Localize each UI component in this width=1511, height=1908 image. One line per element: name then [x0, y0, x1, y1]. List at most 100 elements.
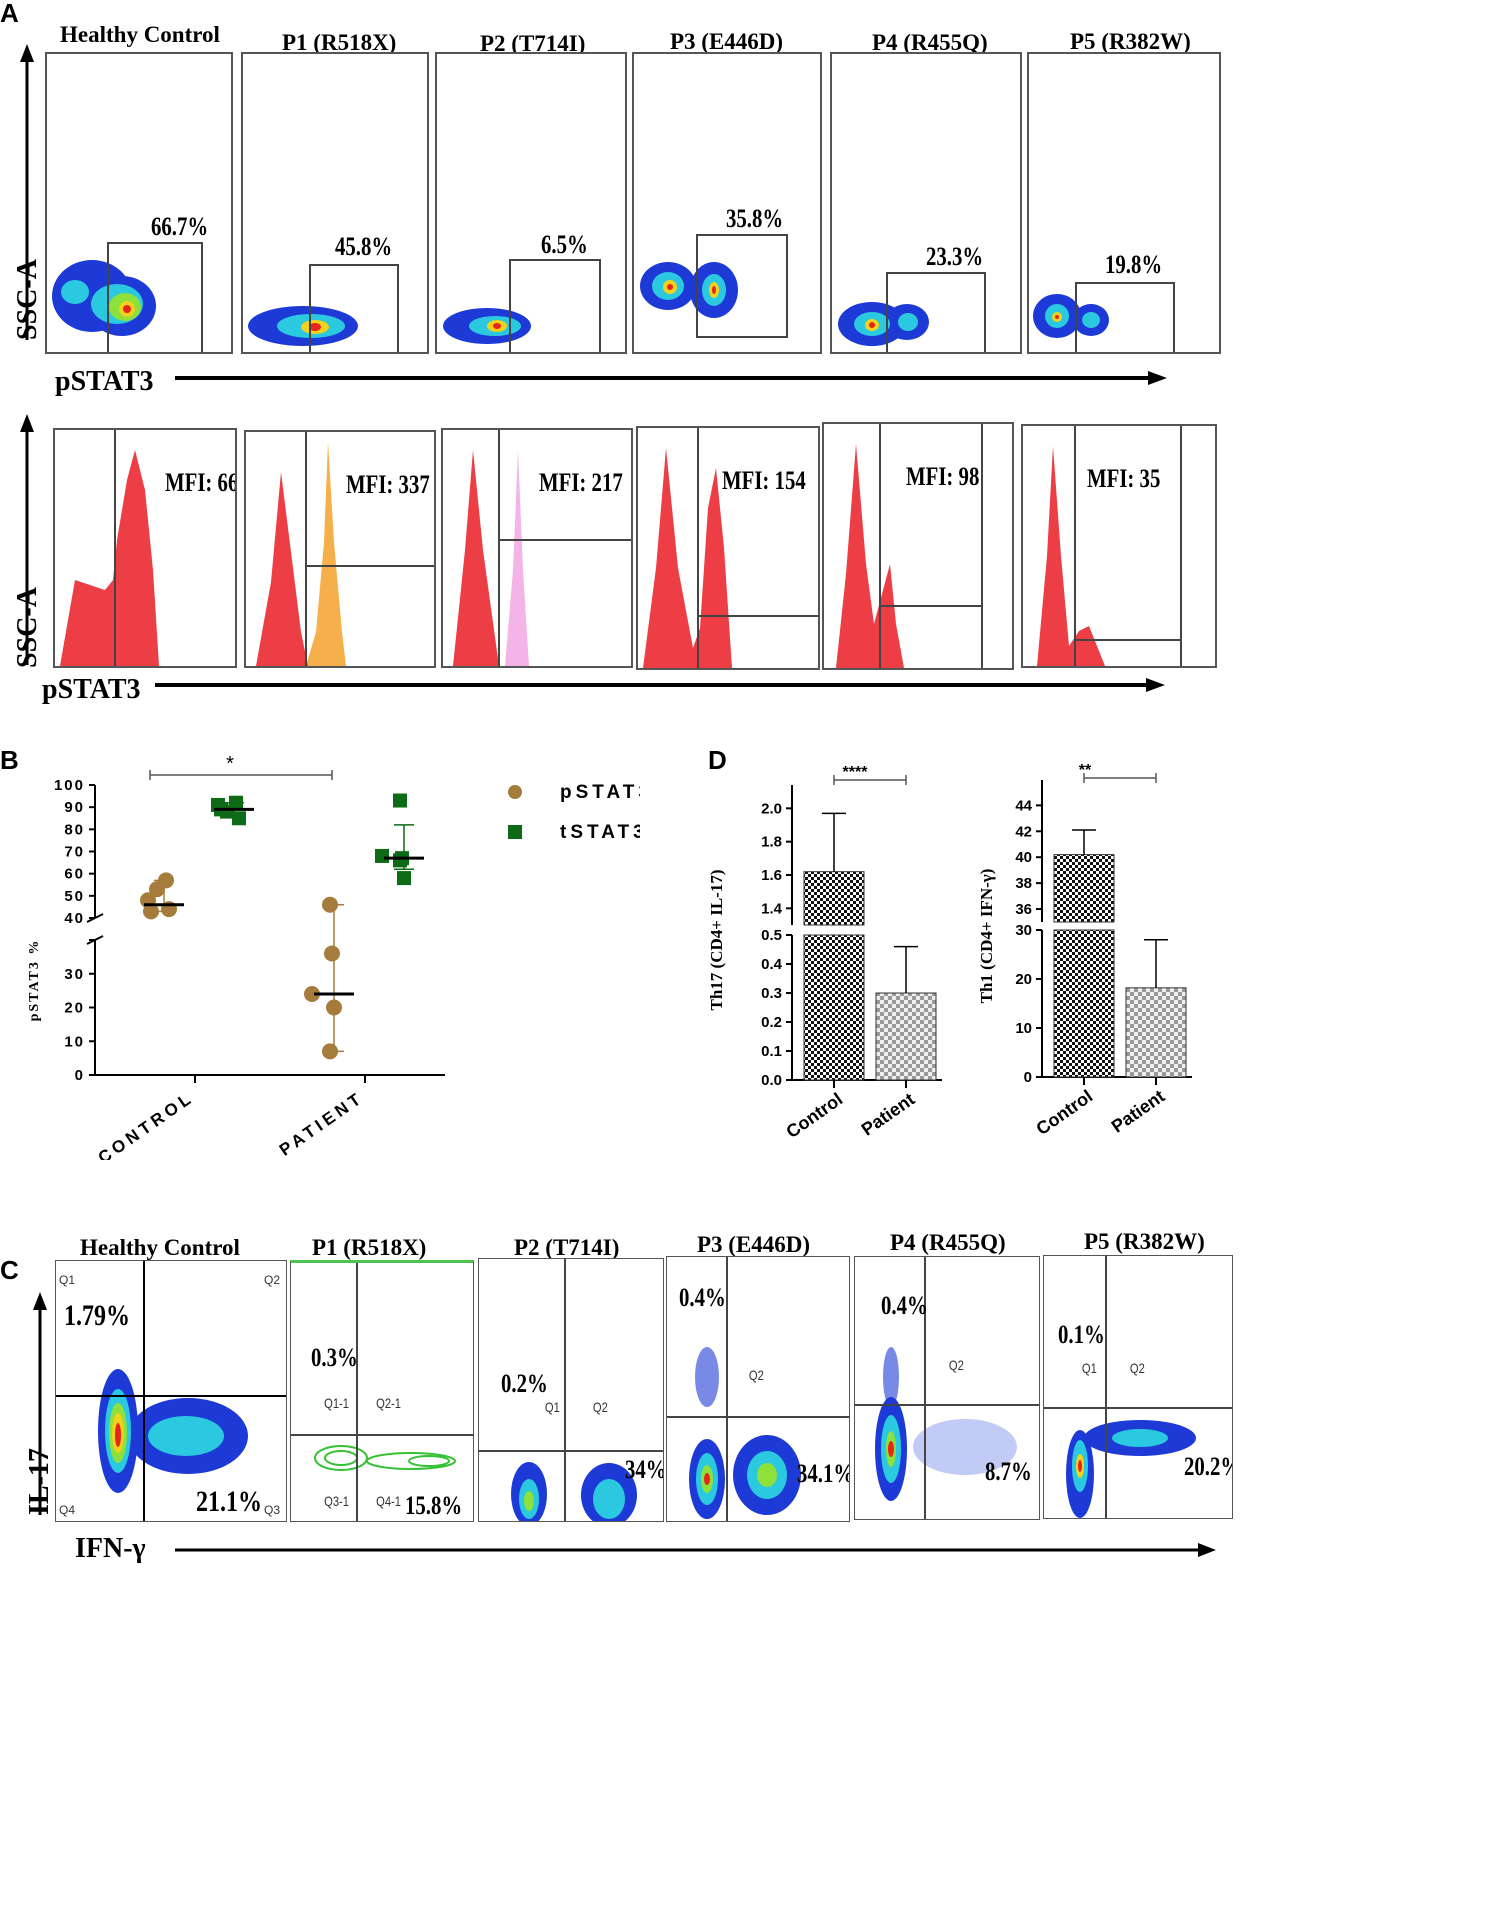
pct-upper-left-p2: 0.2% [501, 1369, 548, 1398]
dotplot-p4: 23.3% [830, 52, 1022, 354]
panel-c-title-p3: P3 (E446D) [697, 1232, 811, 1257]
histogram-p5: MFI: 35 [1021, 424, 1217, 668]
quadrant-label-q2-p4: Q2 [948, 1357, 964, 1373]
x-tick-label: Control [782, 1089, 846, 1142]
pstat3-point [143, 903, 159, 920]
pstat3-point [304, 986, 320, 1002]
quadrant-label-q4-hc: Q4 [59, 1503, 76, 1517]
pct-lower-right-p4: 8.7% [985, 1457, 1032, 1486]
legend-marker-tstat3 [508, 825, 522, 839]
dotplot-p5: 19.8% [1027, 52, 1221, 354]
pct-upper-left-p3: 0.4% [679, 1283, 726, 1312]
y-tick-label: 1.6 [761, 867, 782, 884]
quadrant-label-q1-p2: Q1 [544, 1399, 560, 1415]
pct-upper-left-hc: 1.79% [64, 1299, 130, 1332]
y-tick-label: 0.0 [761, 1072, 782, 1089]
x-tick-label: Control [1032, 1086, 1096, 1139]
quadrant-label-q3-1-p1: Q3-1 [324, 1493, 350, 1509]
quadrant-plot-p4: Q2 0.4% 8.7% [854, 1256, 1040, 1520]
legend-label: pSTAT3 [560, 782, 640, 803]
dotplot-p3: 35.8% [632, 52, 822, 354]
y-tick-label: 0 [75, 1067, 85, 1084]
pct-upper-left-p4: 0.4% [881, 1291, 928, 1320]
panel-a-title-p2: P2 (T714I) [480, 31, 586, 56]
y-tick-label: 10 [1015, 1020, 1032, 1037]
quadrant-label-q4-1-p1: Q4-1 [376, 1493, 402, 1509]
panel-a-title-p4: P4 (R455Q) [872, 30, 988, 55]
quadrant-label-q2-p3: Q2 [748, 1367, 764, 1383]
pct-lower-right-p2: 34% [625, 1455, 664, 1484]
significance-marker: * [226, 753, 234, 775]
y-tick-label: 20 [64, 1000, 85, 1017]
panel-a-title-p5: P5 (R382W) [1070, 29, 1191, 54]
pct-upper-left-p1: 0.3% [311, 1343, 358, 1372]
panel-c-x-axis: IFN-γ [75, 1533, 146, 1564]
bar-control-lower [1053, 929, 1115, 1078]
panel-c-title-hc: Healthy Control [80, 1235, 240, 1260]
y-tick-label: 1.4 [761, 900, 783, 917]
y-tick-label: 100 [54, 777, 85, 794]
panel-label-a: A [0, 0, 19, 28]
quadrant-plot-p3: Q2 0.4% 34.1% [666, 1256, 850, 1522]
y-tick-label: 10 [64, 1033, 85, 1050]
y-tick-label: 70 [64, 844, 85, 861]
panel-a-title-p3: P3 (E446D) [670, 29, 784, 54]
y-tick-label: 50 [64, 888, 85, 905]
quadrant-label-q3-hc: Q3 [264, 1503, 281, 1517]
panel-a-axes-top [20, 44, 1167, 385]
histogram-p4: MFI: 98 [822, 422, 1014, 670]
quadrant-label-q2-p5: Q2 [1129, 1360, 1145, 1376]
y-tick-label: 30 [64, 966, 85, 983]
tstat3-point [393, 853, 407, 868]
pstat3-point [324, 945, 340, 962]
panel-a-axes-mfi [20, 414, 1165, 692]
y-tick-label: 60 [64, 866, 85, 883]
y-tick-label: 80 [64, 821, 85, 838]
y-tick-label: 90 [64, 799, 85, 816]
pstat3-point [322, 1043, 338, 1060]
y-tick-label: 30 [1015, 922, 1032, 939]
significance-marker: **** [843, 764, 869, 781]
gate-pct-hc: 66.7% [151, 212, 209, 241]
histogram-p3: MFI: 154 [636, 426, 820, 670]
panel-c-title-p2: P2 (T714I) [514, 1235, 620, 1260]
legend-label: tSTAT3 [560, 822, 640, 843]
quadrant-plot-p5: Q1 Q2 0.1% 20.2% [1043, 1255, 1233, 1519]
panel-a-y-axis-mfi: SSC-A [12, 587, 43, 668]
y-tick-label: 1.8 [761, 834, 782, 851]
panel-c-title-p4: P4 (R455Q) [890, 1230, 1006, 1255]
y-tick-label: 0.3 [761, 985, 782, 1002]
mfi-value-p1: MFI: 337 [346, 470, 430, 499]
quadrant-label-q1-hc: Q1 [59, 1273, 76, 1287]
gate-pct-p5: 19.8% [1105, 250, 1163, 279]
x-tick-label: Patient [858, 1089, 919, 1140]
panel-c-axes [33, 1292, 1216, 1557]
bar-control-upper [803, 871, 865, 926]
y-tick-label: 40 [64, 910, 85, 927]
quadrant-plot-p1: Q1-1 Q2-1 Q3-1 Q4-1 0.3% 15.8% [290, 1260, 474, 1522]
panel-a-title-hc: Healthy Control [60, 22, 220, 47]
pstat3-point [149, 881, 165, 898]
y-tick-label: 44 [1015, 797, 1032, 814]
y-tick-label: 0 [1024, 1069, 1032, 1086]
pct-upper-left-p5: 0.1% [1058, 1320, 1105, 1349]
dotplot-p1: 45.8% [241, 52, 429, 354]
gate-pct-p4: 23.3% [926, 242, 984, 271]
panel-label-b: B [0, 745, 19, 775]
y-tick-label: 0.2 [761, 1014, 782, 1031]
y-tick-label: 0.1 [761, 1043, 782, 1060]
panel-a-y-axis-top: SSC-A [12, 259, 43, 340]
y-tick-label: 2.0 [761, 800, 782, 817]
panel-a-x-axis-mfi: pSTAT3 [42, 674, 141, 705]
panel-a-x-axis-top: pSTAT3 [55, 366, 154, 397]
histogram-p2: MFI: 217 [441, 428, 633, 668]
dotplot-hc: 66.7% [45, 52, 233, 354]
y-axis-label: Th17 (CD4+ IL-17) [707, 870, 726, 1011]
pct-lower-right-p1: 15.8% [405, 1491, 463, 1520]
dotplot-p2: 6.5% [435, 52, 627, 354]
mfi-value-p2: MFI: 217 [539, 468, 623, 497]
mfi-value-hc: MFI: 664 [165, 468, 235, 497]
quadrant-label-q1-1-p1: Q1-1 [324, 1395, 350, 1411]
quadrant-plot-hc: Q1 Q2 Q4 Q3 1.79% 21.1% [55, 1260, 287, 1522]
